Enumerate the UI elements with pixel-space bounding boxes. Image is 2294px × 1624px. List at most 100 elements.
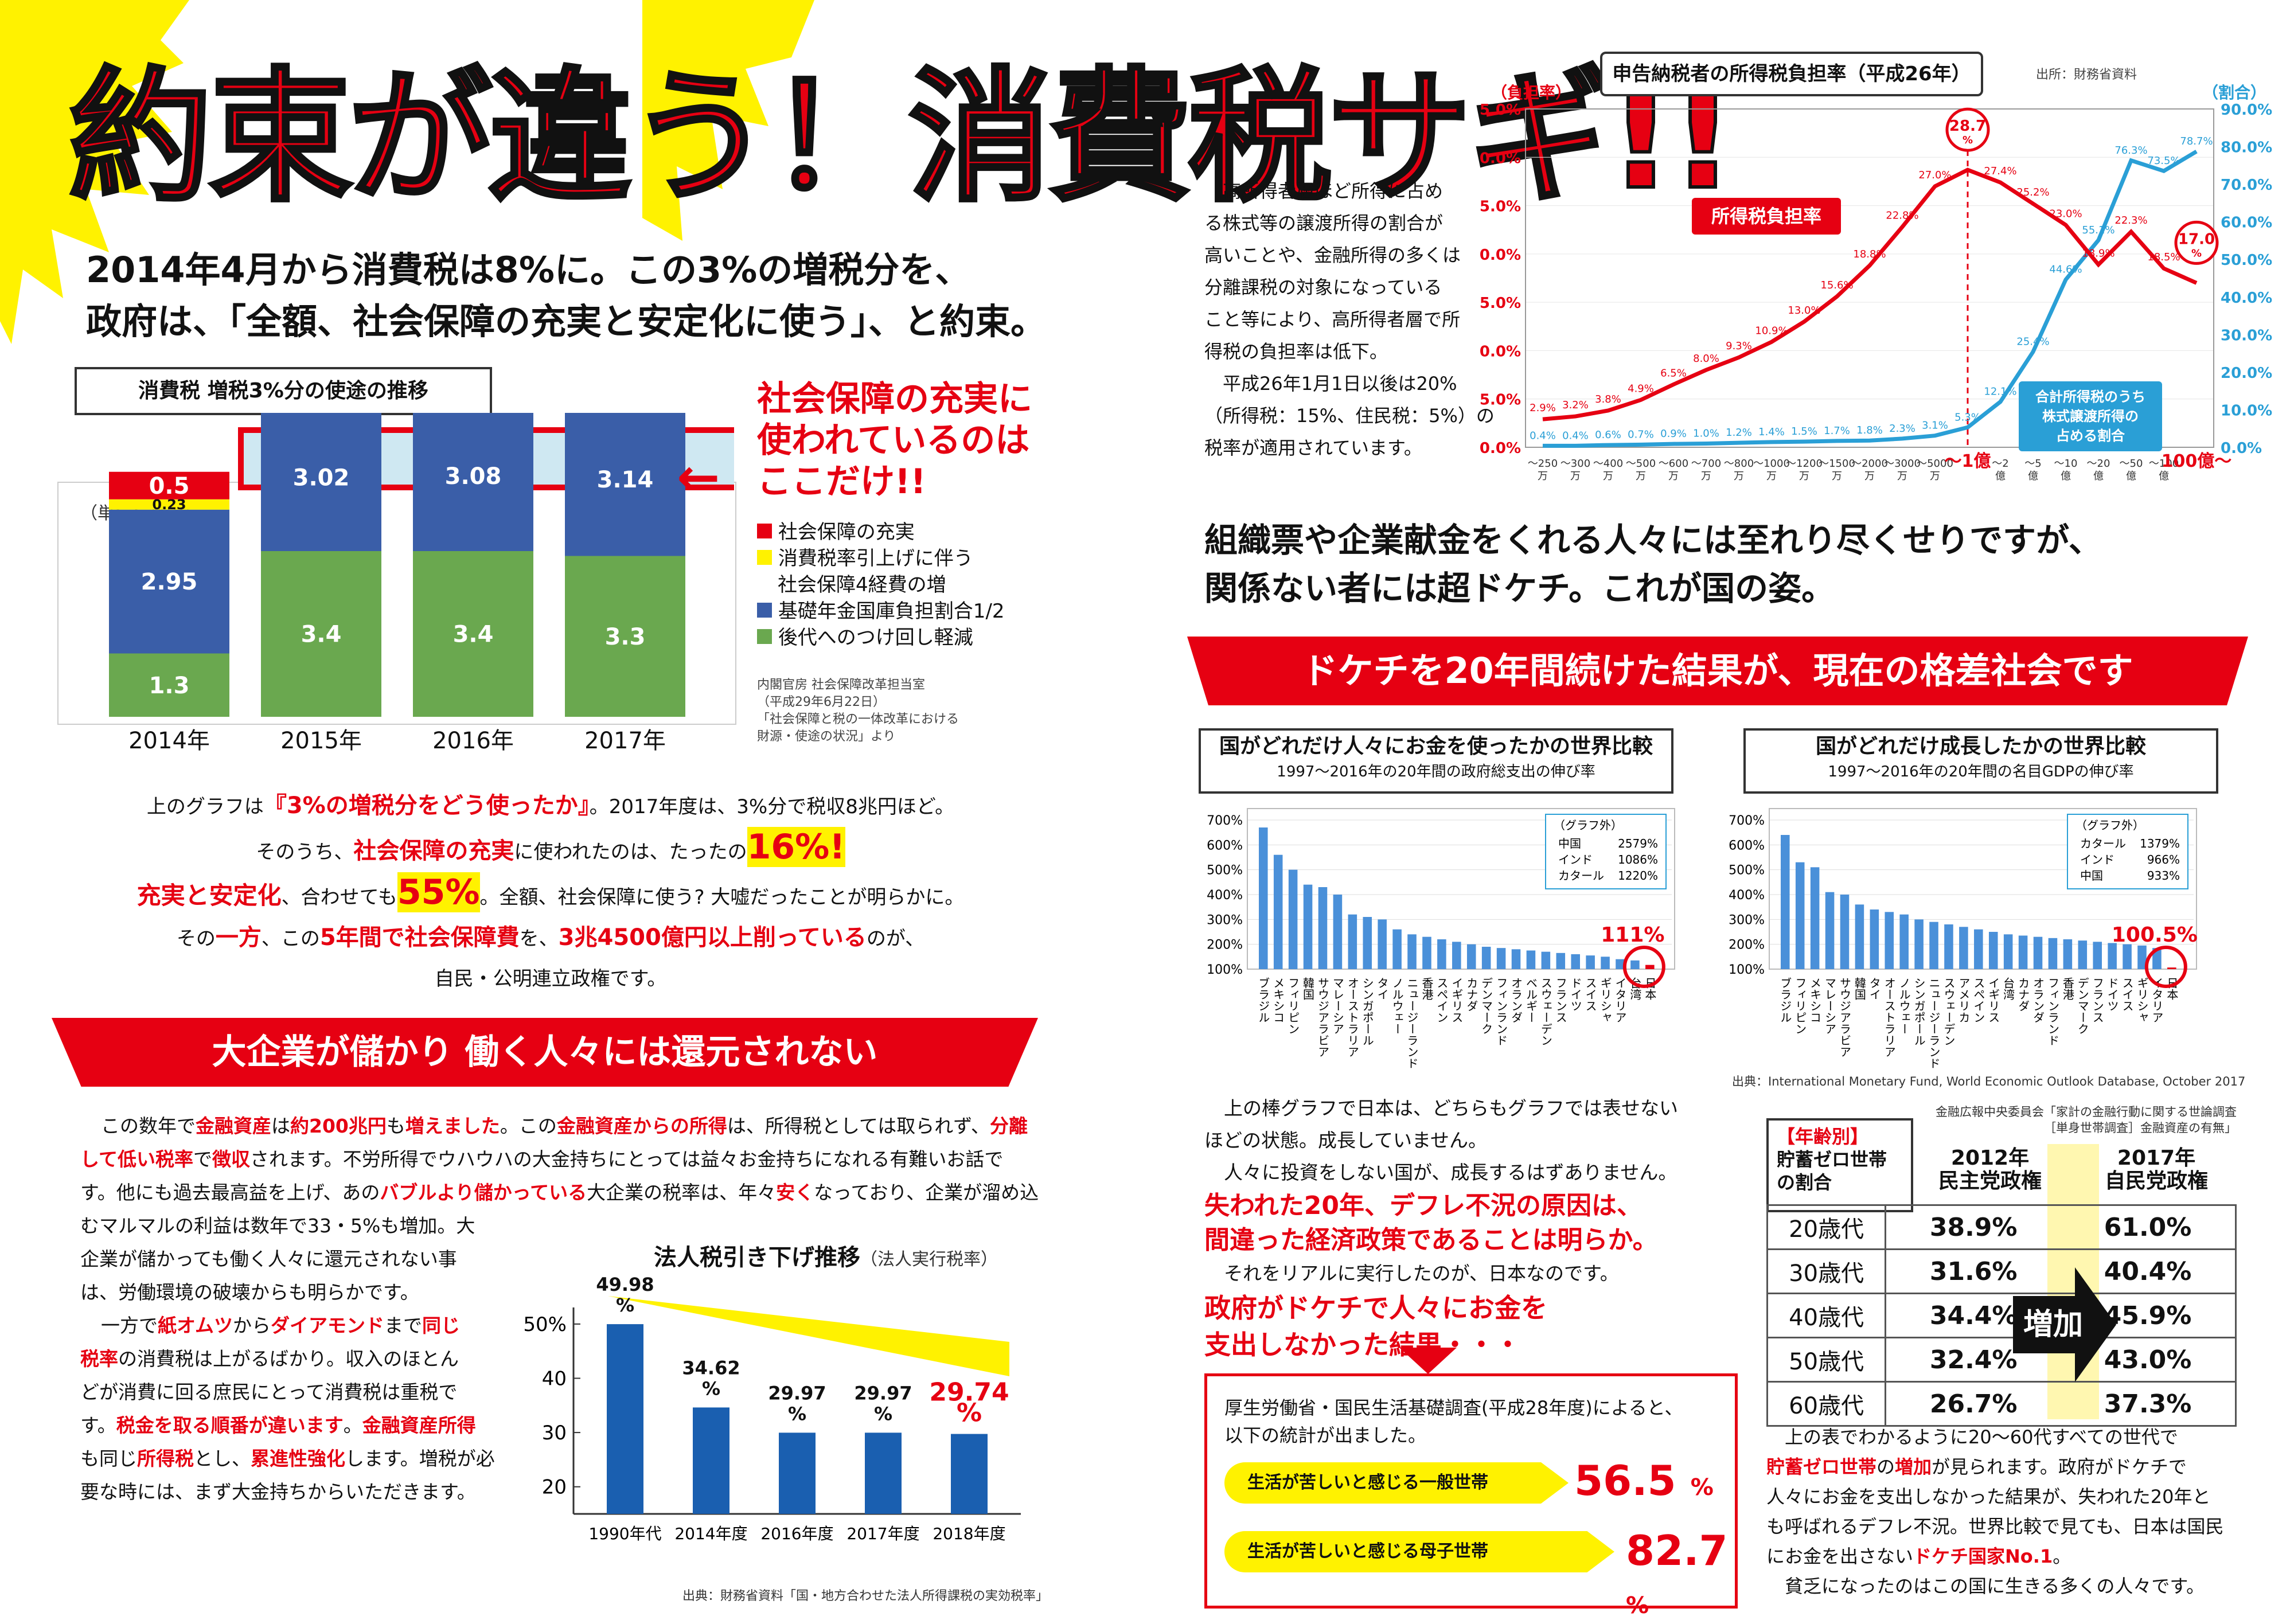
y-tick-label: 300% (1729, 913, 1765, 927)
spend-subtitle: 1997～2016年の20年間の政府総支出の伸び率 (1277, 763, 1595, 780)
s: も (386, 1115, 405, 1137)
s: バブルより儲かっている (380, 1181, 587, 1204)
outside-value: 1379% (2140, 837, 2180, 850)
category-label: 台湾 (2002, 977, 2015, 1000)
bar (2003, 934, 2013, 969)
t: を、 (519, 927, 559, 950)
p12: 要な時には、まず大金持ちからいただきます。 (80, 1481, 476, 1503)
u: % (1626, 1592, 1649, 1619)
l: 上の表でわかるように20～60代すべての世代で (1785, 1426, 2178, 1448)
legend-item: 基礎年金国庫負担割合1/2 (757, 598, 1005, 624)
usage-box-title: 消費税 増税3%分の使途の推移 (75, 367, 492, 415)
s: されます。不労所得でウハウハの大金持ちにとっては益々お金持ちになれる有難いお話で (250, 1148, 1004, 1170)
bar (1496, 948, 1506, 969)
category-label: ニュージーランド (1927, 977, 1941, 1069)
savings-title-l1: 貯蓄ゼロ世帯 (1777, 1149, 1887, 1170)
category-label: フィンランド (1495, 977, 1508, 1046)
spend-title: 国がどれだけ人々にお金を使ったかの世界比較 1997～2016年の20年間の政府… (1199, 728, 1673, 794)
corp-title-text: 法人税引き下げ推移 (654, 1244, 860, 1271)
p2: して低い税率で徴収されます。不労所得でウハウハの大金持ちにとっては益々お金持ちに… (80, 1143, 1067, 1176)
x-tick-label: ～1億 (1945, 451, 1991, 471)
value-2017-cell: 61.0% (2061, 1204, 2237, 1250)
bar (1303, 884, 1313, 969)
x-tick-label-unit: 万 (1570, 470, 1581, 482)
savings-text: 上の表でわかるように20～60代すべての世代で 貯蓄ゼロ世帯の増加が見られます。… (1766, 1422, 2248, 1601)
table-row: 40歳代 34.4% 45.9% (1766, 1293, 2237, 1338)
category-label: フィリピン (1793, 977, 1807, 1034)
age-cell: 30歳代 (1766, 1248, 1887, 1294)
bar-value-unit: % (702, 1377, 720, 1399)
x-tick-label-unit: 億 (1995, 470, 2006, 482)
red-point-label: 8.0% (1693, 353, 1719, 365)
blue-point-label: 0.7% (1628, 428, 1654, 440)
l: 高所得者層ほど所得に占め (1223, 180, 1443, 202)
gdp-title-text: 国がどれだけ成長したかの世界比較 (1815, 735, 2146, 758)
table-row: 30歳代 31.6% 40.4% (1766, 1248, 2237, 1294)
col2-head: 2017年 自民党政権 (2076, 1147, 2237, 1193)
blue-point-label: 78.7% (2180, 135, 2213, 147)
bar (1630, 960, 1640, 969)
red-point-label: 27.4% (1984, 165, 2016, 177)
gdp-bar-chart: 100% 200% 300% 400% 500% 600% 700% ブラジル フィリピン メキシ… (1729, 808, 2198, 1069)
l: 合計所得税のうち (2035, 389, 2145, 405)
x-tick-label-unit: 億 (2061, 470, 2071, 482)
bar (2078, 940, 2088, 969)
bar (2152, 948, 2162, 969)
value-2017-cell: 40.4% (2061, 1248, 2237, 1294)
bar (1392, 929, 1402, 969)
bar (1511, 949, 1521, 969)
category-label: オランダ (1509, 977, 1523, 1023)
l: ［単身世帯調査］金融資産の有無」 (2044, 1121, 2237, 1135)
l: 2012年 (1950, 1146, 2030, 1170)
blue-point-label: 76.3% (2114, 145, 2147, 157)
bar-value-unit: % (874, 1403, 892, 1424)
bar (2033, 936, 2043, 969)
category-label: 2016年 (432, 728, 514, 754)
blue-point-label: 1.2% (1726, 427, 1752, 439)
t: 3兆4500億円以上削っている (558, 924, 867, 951)
bar (1885, 912, 1894, 969)
v: 56.5 (1574, 1457, 1676, 1505)
bar-value-label: 29.74 (929, 1378, 1009, 1407)
v: 82.7 (1626, 1527, 1728, 1575)
y-tick-label: 400% (1729, 888, 1765, 903)
legend-item: 消費税率引上げに伴う (757, 545, 1005, 572)
blue-point-label: 12.1% (1984, 386, 2016, 398)
t: 、合わせても (281, 886, 397, 909)
slogan: 組織票や企業献金をくれる人々には至れり尽くせりですが、 関係ない者には超ドケチ。… (1204, 516, 2102, 612)
bar (1348, 914, 1357, 969)
source-line: 内閣官房 社会保障改革担当室 (757, 678, 925, 692)
s: 税金を取る順番が違います (116, 1414, 344, 1436)
x-tick-label-unit: 万 (1734, 470, 1744, 482)
bar-value-unit: % (788, 1403, 806, 1424)
category-label: オランダ (2031, 977, 2045, 1023)
highlight-label: 100.5% (2112, 923, 2198, 947)
y-right-tick: 60.0% (2221, 214, 2272, 232)
burst-decoration (0, 0, 189, 344)
bar-segment (413, 413, 533, 551)
slogan-l1: 組織票や企業献金をくれる人々には至れり尽くせりですが、 (1204, 521, 2102, 560)
category-label: フィンランド (2046, 977, 2059, 1046)
category-label: ギリシャ (1598, 977, 1612, 1023)
legend-label: 後代へのつけ回し軽減 (778, 626, 973, 649)
bar (1781, 835, 1790, 969)
section1-text: この数年で金融資産は約200兆円も増えました。この金融資産からの所得は、所得税と… (80, 1110, 1067, 1509)
blue-point-label: 0.6% (1595, 429, 1621, 441)
category-label: メキシコ (1271, 977, 1285, 1023)
outside-value: 1220% (1618, 869, 1658, 883)
l: 失われた20年、デフレ不況の原因は、 (1204, 1191, 1643, 1220)
t: 5年間で社会保障費 (319, 924, 520, 951)
bar-value-label: 2.95 (141, 569, 198, 595)
t: 、この (261, 927, 320, 950)
age-cell: 20歳代 (1766, 1204, 1887, 1250)
s: す。他にも過去最高益を上げ、あの (80, 1181, 380, 1204)
t: 『3%の増税分をどう使ったか』 (263, 793, 590, 819)
blue-point-label: 1.8% (1856, 424, 1883, 436)
y-tick-label: 700% (1729, 814, 1765, 828)
bar (2108, 943, 2117, 969)
y-left-tick: 15.0% (1480, 295, 1521, 312)
s: 同じ (422, 1314, 461, 1337)
x-tick-label: ～500 (1626, 458, 1656, 470)
category-label: ノルウェー (1390, 977, 1404, 1034)
t: そのうち、 (256, 841, 354, 864)
